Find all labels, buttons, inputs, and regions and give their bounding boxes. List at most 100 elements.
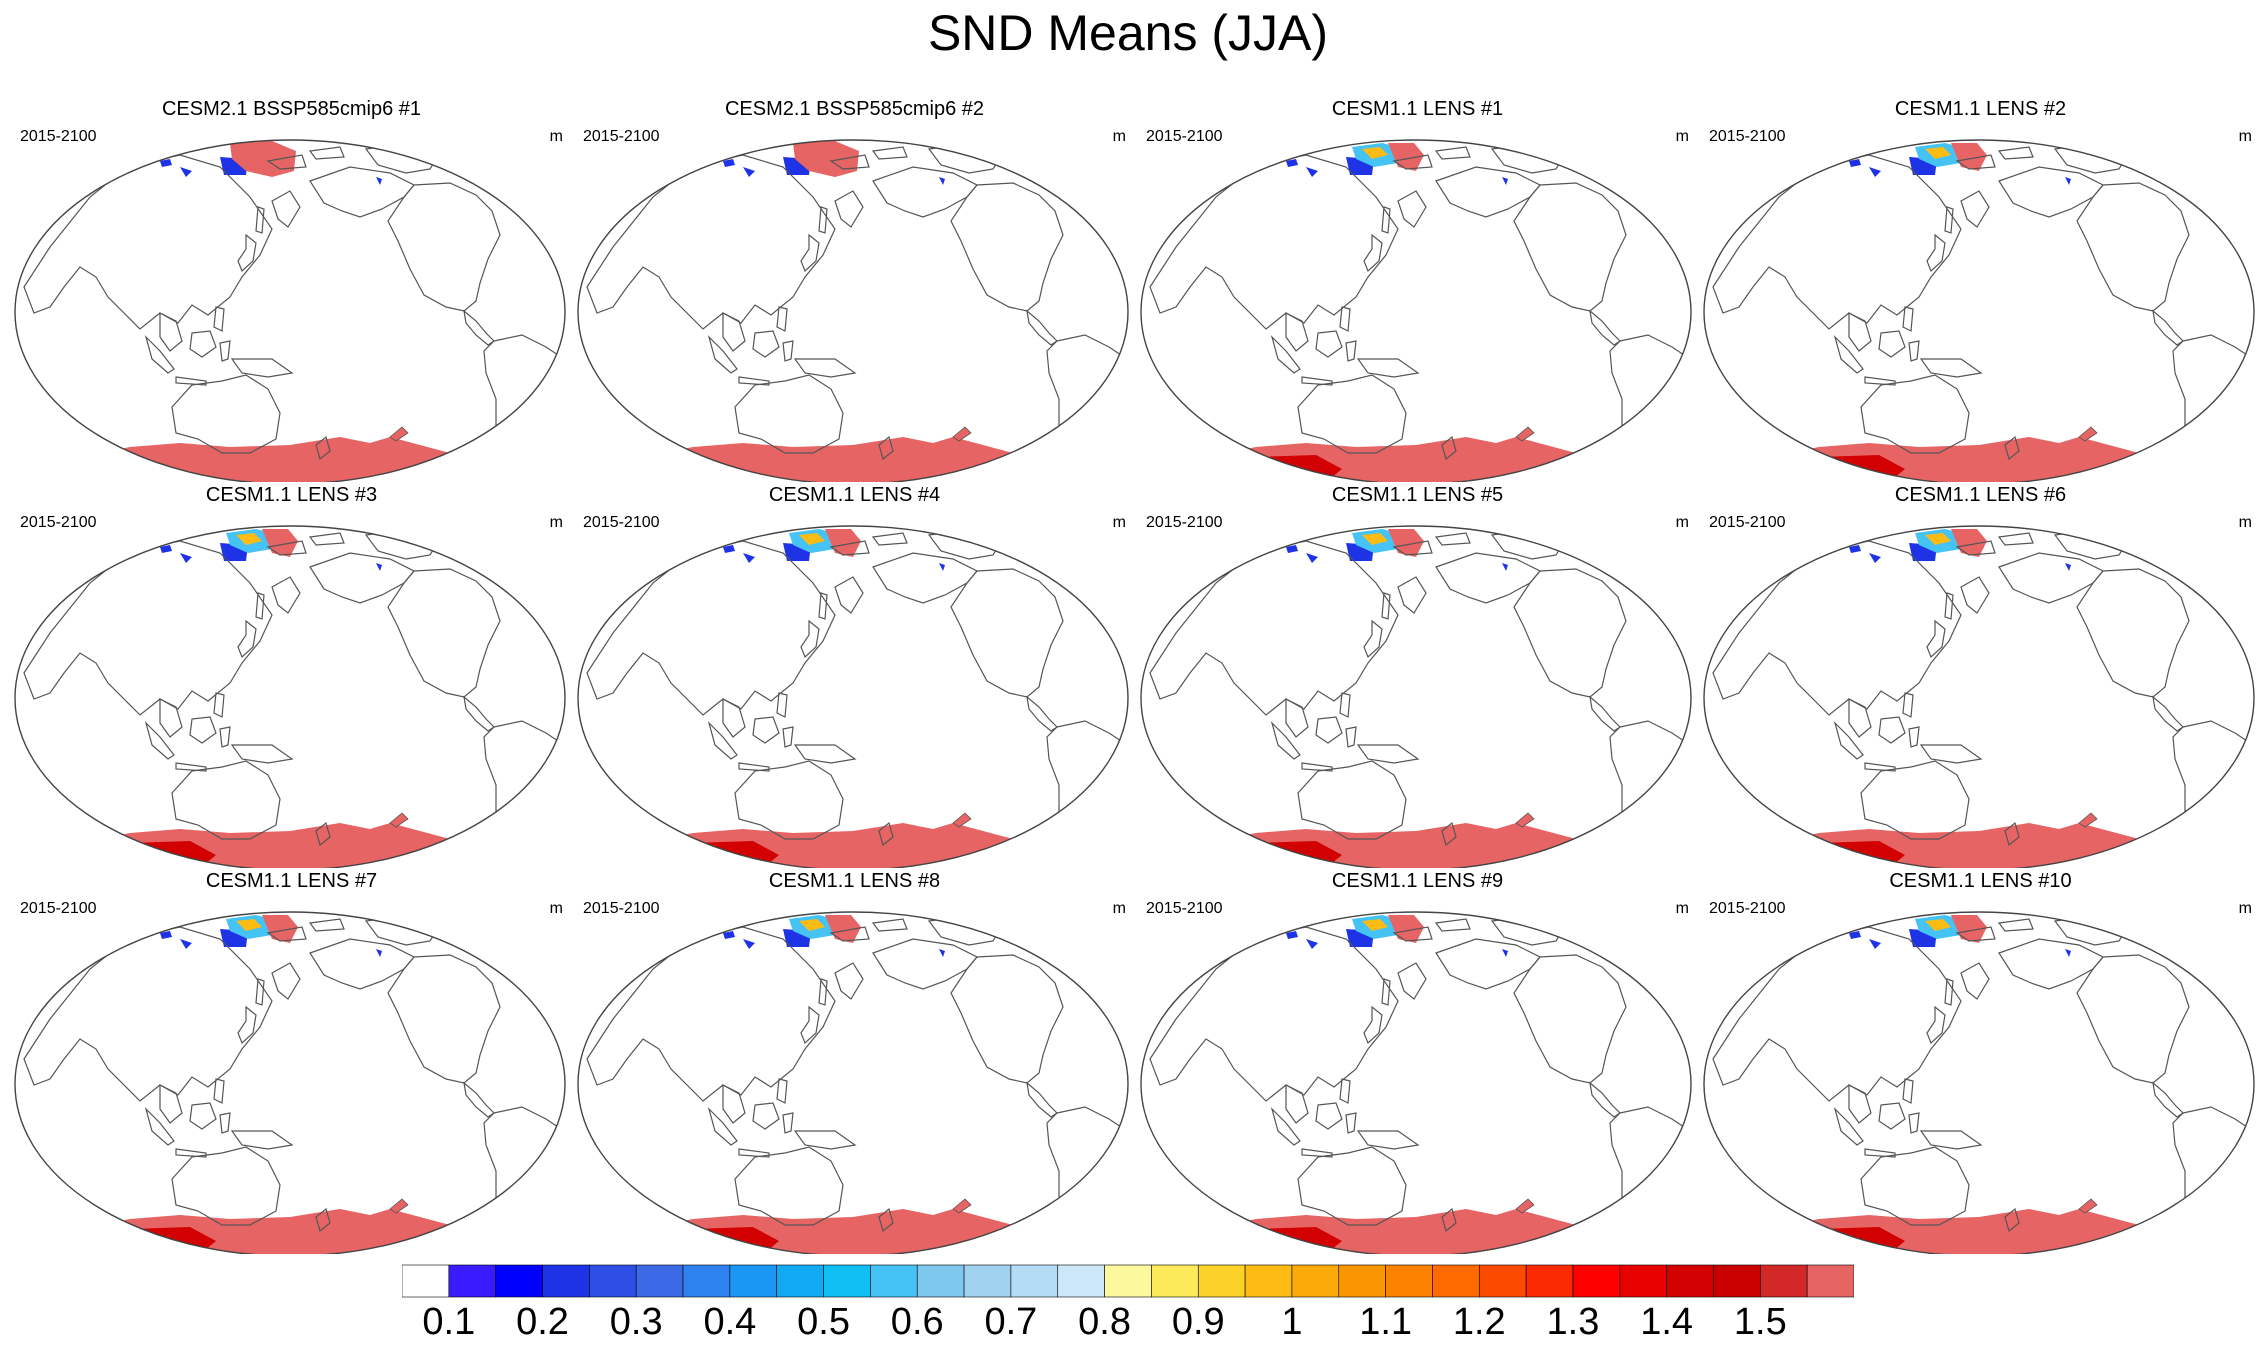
panel-period: 2015-2100 [583,514,660,531]
asia-snow-speck [1306,167,1318,177]
coastline-arctic2 [1434,918,1471,932]
coastline-borneo [189,1102,217,1130]
colorbar-tick-label: 1.3 [1546,1301,1600,1343]
coastline-philippines [1339,306,1351,332]
coastline-centralamerica [1589,1081,1621,1118]
panel-title: CESM1.1 LENS #2 [1894,98,2067,120]
panel-units: m [1112,514,1126,531]
coastline-newguinea [1356,1130,1420,1150]
coastline-indochina [722,698,746,738]
coastline-java [175,762,207,772]
coastline-arctic1 [266,926,307,942]
panel-period: 2015-2100 [1709,900,1786,917]
coastline-sulawesi [219,726,231,748]
coastline-borneo [752,1102,780,1130]
antarctic-peninsula [952,812,972,828]
map-projection [14,525,566,868]
panel-period: 2015-2100 [583,900,660,917]
map-projection [14,139,566,482]
coastline-northamerica [2076,954,2190,1084]
map-panel: CESM1.1 LENS #5 2015-2100 m [1136,483,1699,868]
map-panel: CESM1.1 LENS #2 2015-2100 m [1699,97,2256,482]
coastline-alaska [1998,166,2104,218]
map-border [577,139,1129,482]
coastline-philippines [213,1078,225,1104]
coastline-borneo [1315,330,1343,358]
coastline-sakhalin [818,206,828,234]
coastline-sulawesi [1345,1112,1357,1134]
siberia-snow-speck [723,545,735,553]
map-projection [1140,139,1692,482]
coastline-newzealand [315,821,331,847]
colorbar-swatch [1057,1264,1105,1298]
coastline-sumatra [1833,1106,1864,1146]
siberia-snow-patch [1232,145,1286,163]
coastline-australia [1860,1146,1970,1226]
map-projection [1703,525,2255,868]
colorbar-swatch [1572,1264,1621,1298]
map-panel: CESM1.1 LENS #7 2015-2100 m [10,869,573,1254]
coastline-northamerica [1513,954,1627,1084]
coastline-japan [800,619,820,659]
map-projection [1703,911,2255,1254]
coastline-australia [171,374,281,454]
coastline-australia [171,1146,281,1226]
andes-snow-patch [1071,447,1079,463]
colorbar-tick-label: 1.2 [1452,1301,1506,1343]
coastline-arctic1 [266,540,307,556]
colorbar-swatch [1525,1264,1574,1298]
map-border [1140,525,1692,868]
map-border [1140,911,1692,1254]
coastline-sumatra [144,334,175,374]
colorbar-tick-label: 0.4 [703,1301,757,1343]
coastline-newzealand [1441,1207,1457,1233]
coastline-australia [1297,760,1407,840]
colorbar-tick-label: 1.4 [1640,1301,1694,1343]
map-panel: CESM1.1 LENS #4 2015-2100 m [573,483,1136,868]
greenland-snow-patch [1951,915,1987,943]
coastline-arctic1 [829,154,870,170]
coastline-arctic1 [1392,154,1433,170]
asia-snow-speck [1869,167,1881,177]
colorbar-swatch [1291,1264,1340,1298]
coastline-sumatra [707,720,738,760]
coastline-newzealand [1441,821,1457,847]
coastline-kamchatka [834,962,864,1000]
asia-snow-speck [180,167,192,177]
colorbar-swatch [1010,1264,1059,1298]
andes-snow-patch [508,1219,516,1235]
coastline-australia [734,374,844,454]
coastline-indochina [1848,312,1872,352]
canada-arctic-mid-snow [236,533,262,545]
colorbar-tick-label: 0.5 [797,1301,850,1343]
panel-period: 2015-2100 [1146,514,1223,531]
coastline-japan [237,233,257,273]
colorbar-swatch [589,1264,637,1298]
coastline-sumatra [1270,720,1301,760]
coastline-australia [1297,374,1407,454]
colorbar [402,1264,1854,1298]
coastline-northamerica [950,182,1064,312]
greenland-snow-patch [262,915,298,943]
coastline-borneo [189,716,217,744]
coastline-sakhalin [818,978,828,1006]
panel-period: 2015-2100 [583,128,660,145]
coastline-java [175,1148,207,1158]
coastline-java [738,1148,770,1158]
coastline-kamchatka [1960,576,1990,614]
siberia-snow-patch [1795,917,1849,935]
colorbar-swatch [870,1264,918,1298]
coastline-northamerica [1513,182,1627,312]
coastline-sumatra [144,1106,175,1146]
map-projection [577,525,1129,868]
colorbar-swatch [1760,1264,1808,1298]
coastline-northamerica [387,182,501,312]
panel-title: CESM2.1 BSSP585cmip6 #2 [724,98,985,120]
coastline-alaska [309,552,415,604]
asia-snow-speck [1869,553,1881,563]
panel-title: CESM1.1 LENS #9 [1331,870,1504,892]
siberia-snow-speck [1849,545,1861,553]
greenland-snow-patch [825,529,861,557]
colorbar-swatch [1338,1264,1386,1298]
map-border [14,139,566,482]
